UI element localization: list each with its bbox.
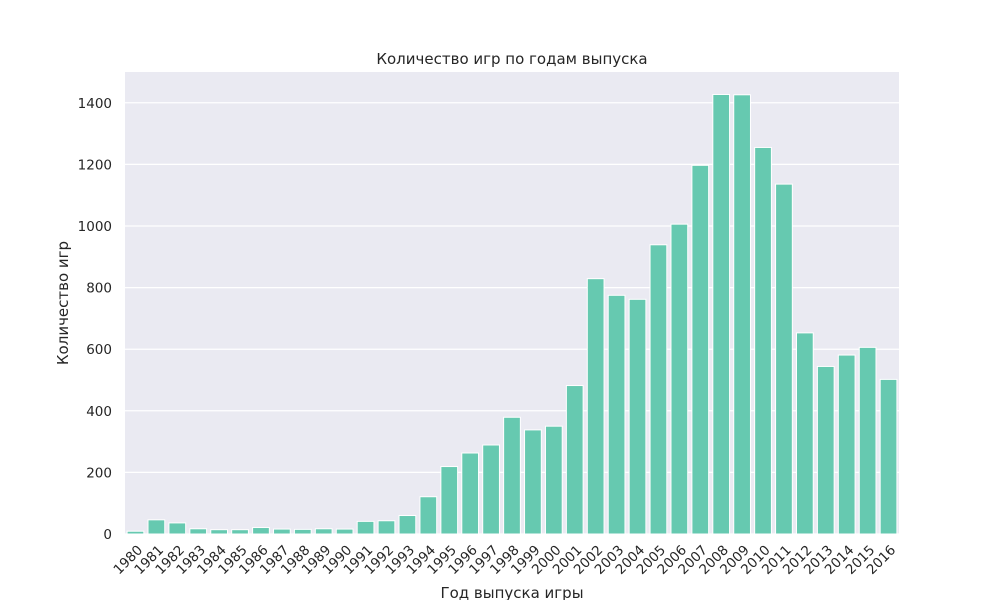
chart-title: Количество игр по годам выпуска (376, 50, 647, 68)
bar-1986 (252, 527, 270, 535)
bar-1982 (168, 522, 187, 535)
y-axis-label: Количество игр (54, 241, 72, 365)
bar-1984 (210, 529, 229, 535)
bar-1996 (461, 452, 480, 535)
bar-1985 (231, 529, 249, 535)
y-tick-label: 600 (86, 342, 112, 358)
bar-2013 (816, 365, 835, 535)
bar-2004 (628, 298, 647, 535)
bar-2015 (858, 346, 877, 535)
bar-2005 (649, 244, 668, 535)
y-tick-label: 800 (86, 281, 112, 297)
bar-2006 (670, 223, 689, 535)
bar-1989 (314, 528, 333, 535)
bar-1980 (126, 530, 145, 535)
x-tick-labels: 1980198119821983198419851986198719881989… (111, 542, 900, 578)
bar-1983 (189, 528, 208, 535)
bar-1998 (503, 416, 521, 535)
bar-2012 (795, 332, 814, 535)
bar-2011 (775, 183, 793, 535)
y-tick-label: 0 (103, 527, 112, 543)
bar-2003 (607, 294, 626, 535)
y-tick-label: 200 (86, 465, 112, 481)
bar-1995 (440, 466, 459, 535)
bar-2002 (586, 278, 605, 535)
y-tick-label: 1000 (78, 219, 112, 235)
bar-2001 (565, 385, 584, 535)
bar-2008 (712, 93, 731, 535)
bar-1997 (482, 444, 500, 535)
x-axis-label: Год выпуска игры (440, 584, 583, 600)
bar-2016 (879, 378, 898, 535)
y-tick-label: 1200 (78, 157, 112, 173)
y-tick-label: 1400 (78, 96, 112, 112)
bar-2010 (754, 146, 772, 535)
bar-2000 (544, 425, 563, 535)
bar-1999 (524, 429, 542, 535)
bar-2007 (691, 164, 710, 535)
y-tick-labels: 0 200 400 600 800 1000 1200 1400 (78, 96, 112, 543)
bar-1994 (419, 496, 438, 535)
bars (126, 93, 898, 535)
bar-1987 (273, 528, 291, 535)
bar-2009 (733, 94, 751, 535)
bar-1990 (335, 528, 354, 535)
bar-1993 (398, 515, 417, 535)
bar-1988 (293, 528, 312, 535)
bar-2014 (837, 354, 856, 535)
y-tick-label: 400 (86, 404, 112, 420)
bar-1991 (356, 520, 375, 535)
bar-1981 (147, 519, 166, 535)
bar-1992 (377, 520, 396, 535)
